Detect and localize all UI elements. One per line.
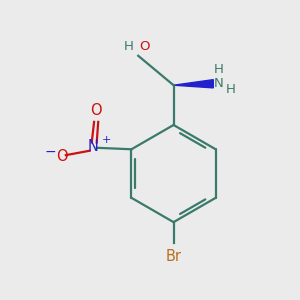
Text: N: N — [214, 77, 224, 90]
Text: H: H — [226, 82, 236, 95]
Text: H: H — [214, 63, 224, 76]
Text: N: N — [88, 139, 99, 154]
Text: O: O — [139, 40, 149, 53]
Text: O: O — [90, 103, 102, 118]
Text: −: − — [45, 145, 56, 159]
Text: Br: Br — [166, 249, 182, 264]
Text: O: O — [56, 149, 68, 164]
Text: +: + — [101, 134, 111, 145]
Polygon shape — [174, 80, 213, 88]
Text: H: H — [124, 40, 134, 53]
